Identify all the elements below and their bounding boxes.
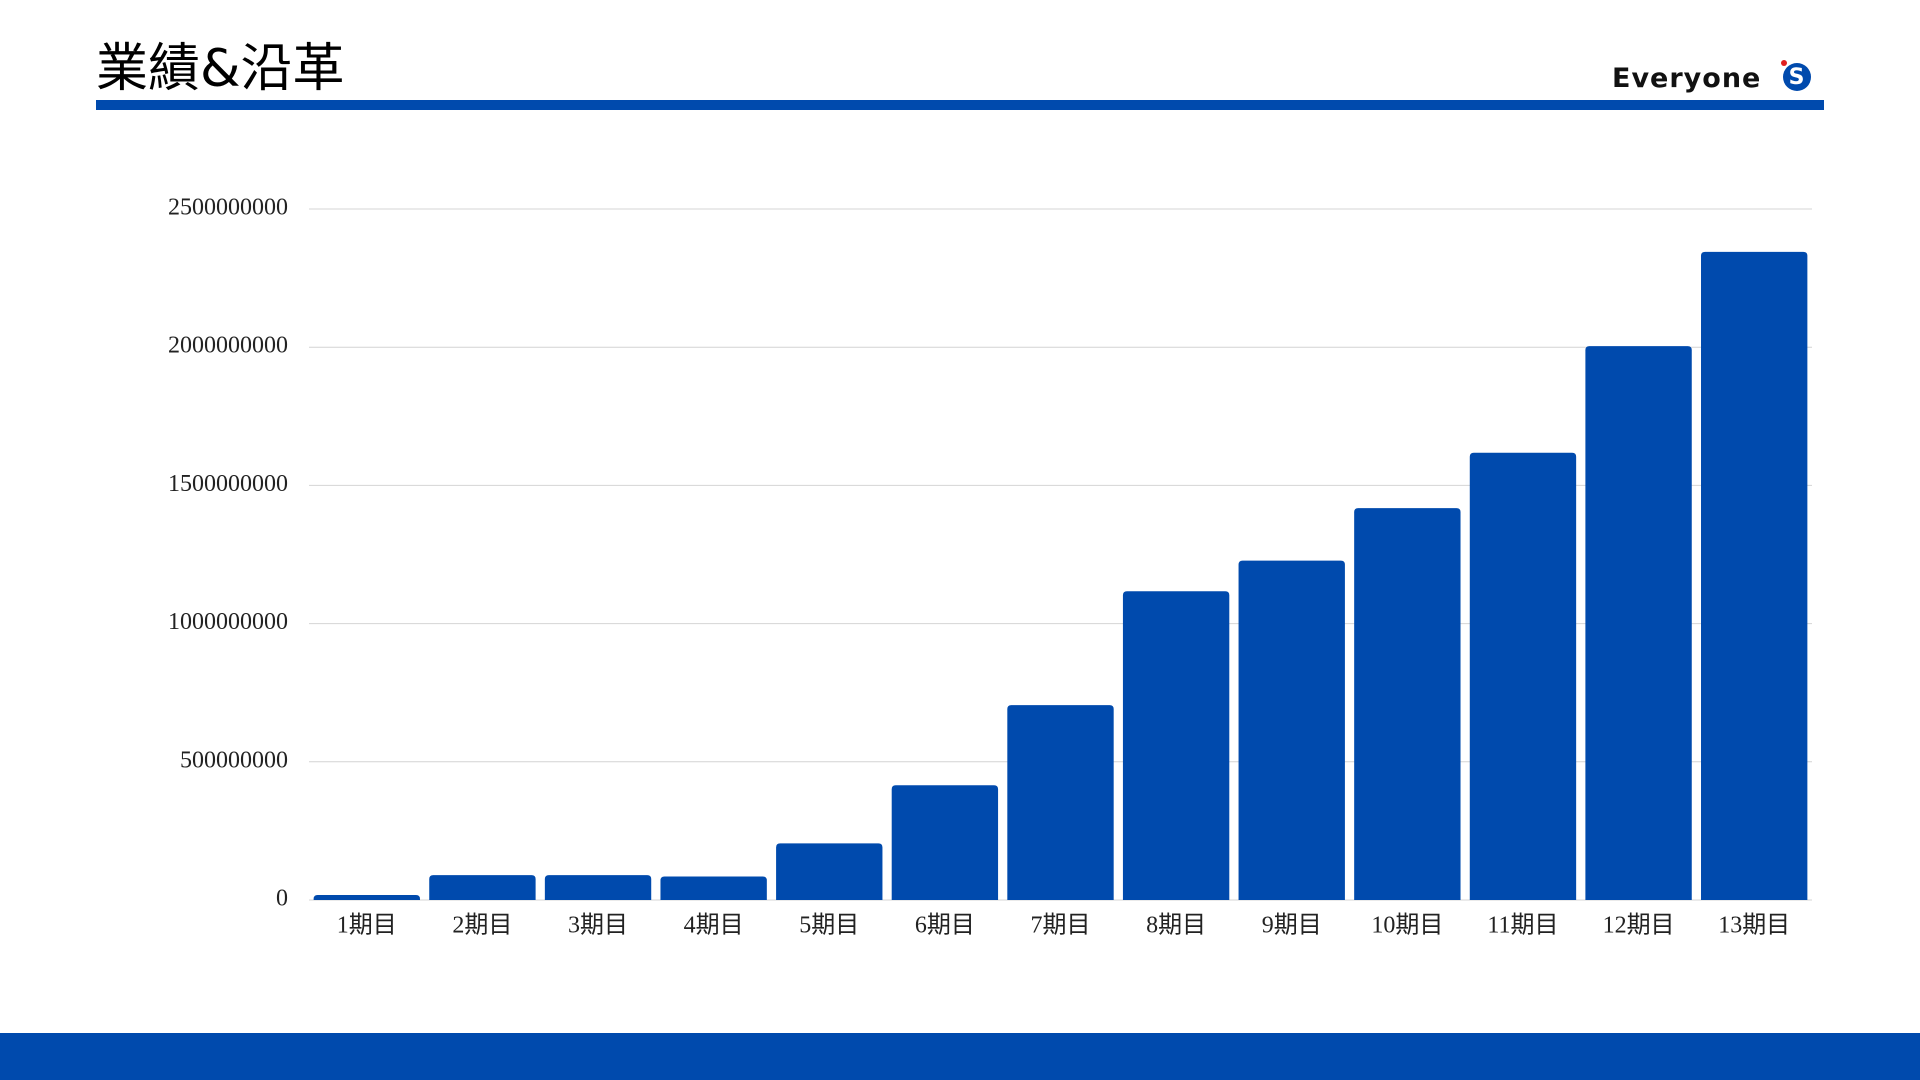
logo-circle [1783,63,1811,91]
y-tick-label: 1500000000 [168,471,288,497]
x-tick-label: 12期目 [1603,913,1675,939]
bar [1354,508,1461,900]
slide-title: 業績&沿革 [96,39,345,99]
header-rule [96,100,1824,110]
bar [1585,346,1692,901]
y-tick-label: 2000000000 [168,333,288,359]
y-tick-label: 0 [276,886,288,912]
bar [660,876,767,900]
chart: 0 500000000 1000000000 1500000000 2000000000… [168,195,1812,939]
x-tick-label: 9期目 [1262,913,1322,939]
x-tick-label: 10期目 [1371,913,1443,939]
x-tick-label: 7期目 [1031,913,1091,939]
x-tick-label: 1期目 [337,913,397,939]
bar [544,875,652,900]
bar [776,843,883,900]
x-tick-label: 4期目 [684,913,744,939]
x-tick-label: 2期目 [452,913,512,939]
x-tick-label: 3期目 [568,913,628,939]
bar [1238,560,1345,900]
logo-text: Everyone [1612,63,1761,94]
x-tick-label: 5期目 [799,913,859,939]
footer-bar [0,1033,1920,1080]
y-tick-label: 1000000000 [168,609,288,635]
y-tick-label: 500000000 [180,747,288,773]
x-tick-label: 6期目 [915,913,975,939]
bar [1469,452,1577,900]
x-tick-label: 13期目 [1718,913,1790,939]
bar [891,785,999,900]
logo-mark: S [1789,65,1806,90]
bar [429,875,536,900]
logo-dot [1781,60,1787,66]
bar [1007,705,1114,900]
bar [1122,591,1230,900]
bar [1701,251,1808,901]
bar [313,895,420,900]
y-tick-label: 2500000000 [168,195,288,221]
x-tick-label: 11期目 [1487,913,1558,939]
x-tick-label: 8期目 [1146,913,1206,939]
